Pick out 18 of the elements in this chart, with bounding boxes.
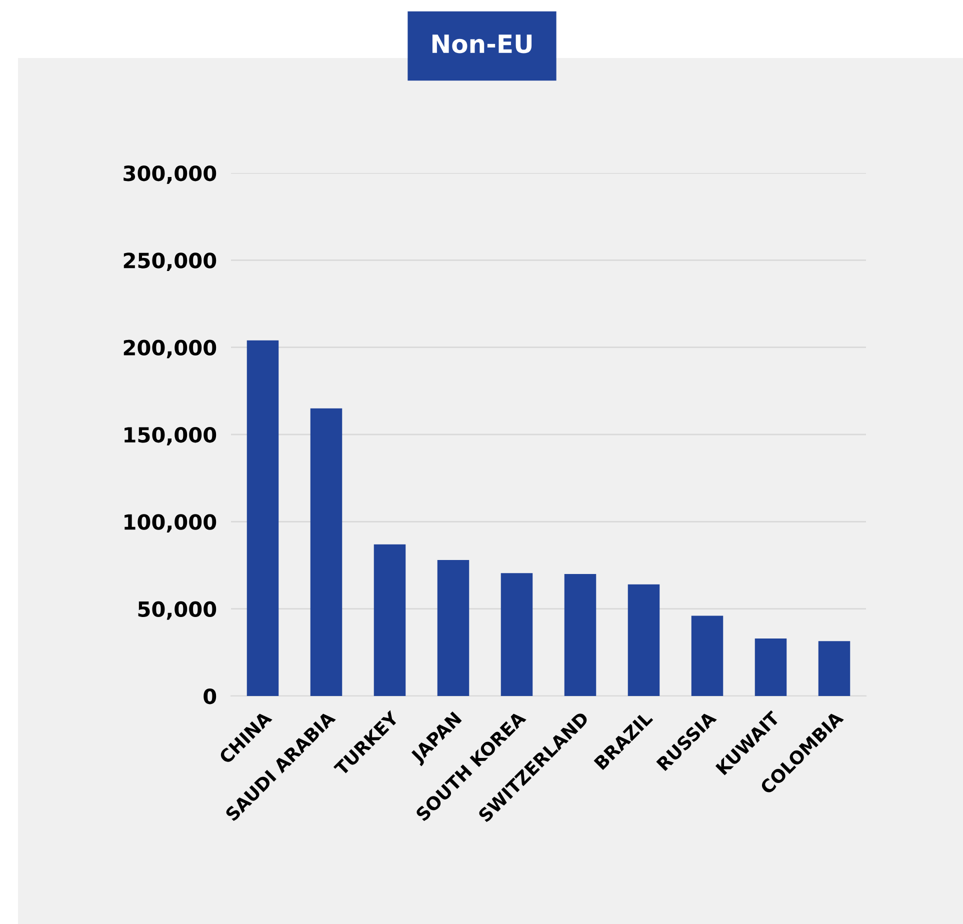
bar bbox=[691, 616, 724, 696]
bar bbox=[754, 638, 787, 696]
bar bbox=[818, 641, 850, 696]
bar bbox=[310, 408, 342, 696]
y-tick-label: 300,000 bbox=[124, 165, 216, 184]
y-tick-label: 250,000 bbox=[124, 252, 216, 272]
bar bbox=[564, 574, 596, 696]
y-tick-label: 100,000 bbox=[124, 514, 216, 533]
chart-title: Non-EU bbox=[432, 34, 532, 54]
bar bbox=[246, 340, 279, 696]
y-tick-label: 50,000 bbox=[138, 601, 216, 620]
bar bbox=[628, 584, 660, 696]
y-tick-label: 200,000 bbox=[124, 340, 216, 358]
bar bbox=[437, 560, 470, 696]
y-tick-label: 0 bbox=[204, 688, 216, 704]
y-tick-label: 150,000 bbox=[124, 426, 216, 446]
bar bbox=[500, 573, 533, 696]
bar bbox=[374, 544, 406, 696]
